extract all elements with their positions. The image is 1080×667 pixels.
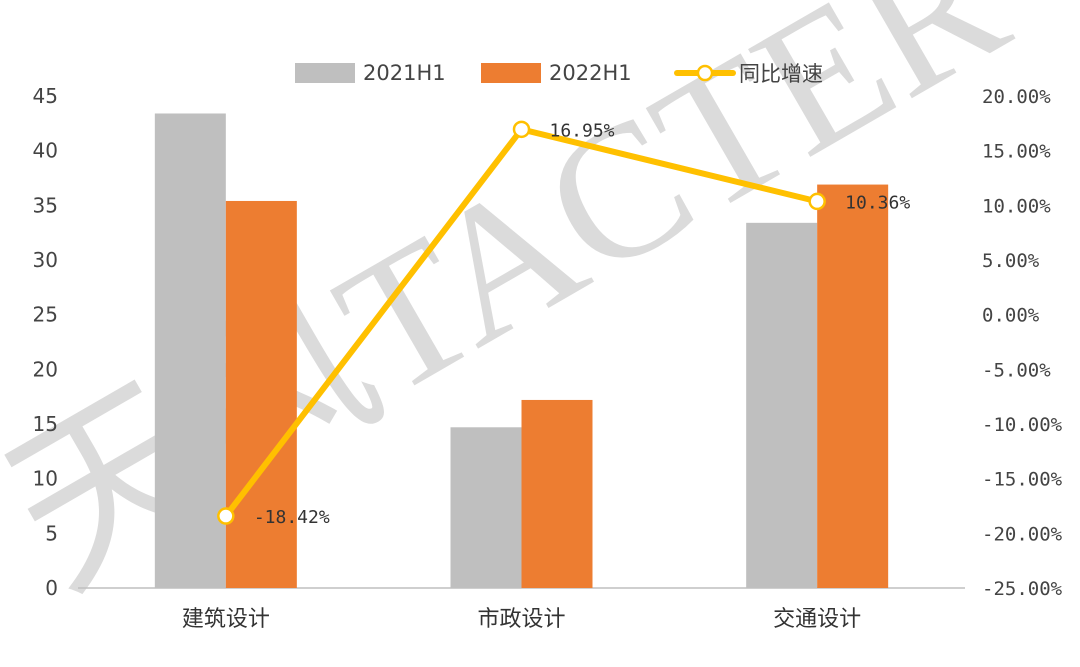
legend-label: 2021H1 [363,61,446,85]
left-tick-label: 35 [33,193,58,217]
line-data-label: 10.36% [845,192,910,213]
line-point [217,507,235,525]
left-tick-label: 15 [33,412,58,436]
axes: 0 5 10 15 20 25 30 35 40 45 -25.00% -20.00% -15.00% -… [33,84,1063,632]
legend: 2021H1 2022H1 同比增速 [295,61,823,86]
legend-marker [696,64,714,82]
right-tick-label: -25.00% [982,578,1063,600]
line-series: -18.42% 16.95% 10.36% [217,120,910,528]
right-tick-label: 15.00% [982,141,1051,163]
left-tick-label: 45 [33,84,58,108]
left-tick-label: 5 [45,521,58,545]
right-tick-label: 10.00% [982,195,1051,217]
left-tick-label: 10 [33,467,58,491]
right-tick-label: 5.00% [982,250,1040,272]
category-label: 建筑设计 [182,607,270,632]
left-tick-label: 40 [33,139,58,163]
bar-2021H1 [746,222,818,588]
right-tick-label: -10.00% [982,414,1063,436]
bar-series [154,113,889,588]
bar-2021H1 [450,427,522,588]
bar-2022H1 [817,184,889,588]
left-tick-label: 20 [33,357,58,381]
right-tick-label: 0.00% [982,305,1040,327]
line-data-label: -18.42% [254,507,330,528]
legend-label: 同比增速 [739,62,823,86]
legend-label: 2022H1 [549,61,632,85]
category-label: 交通设计 [773,607,861,632]
legend-swatch [481,63,541,83]
line-point [512,120,531,139]
category-label: 市政设计 [477,607,565,632]
right-tick-label: 20.00% [982,86,1051,108]
legend-swatch [295,63,355,83]
bar-2021H1 [154,113,226,588]
left-tick-label: 25 [33,303,58,327]
right-tick-label: -15.00% [982,469,1063,491]
line-data-label: 16.95% [550,120,615,141]
bar-2022H1 [521,399,593,588]
left-tick-label: 0 [45,576,58,600]
line-point [808,192,826,211]
right-tick-label: -20.00% [982,523,1063,545]
right-tick-label: -5.00% [982,359,1051,381]
left-tick-label: 30 [33,248,58,272]
bar-2022H1 [225,200,297,588]
